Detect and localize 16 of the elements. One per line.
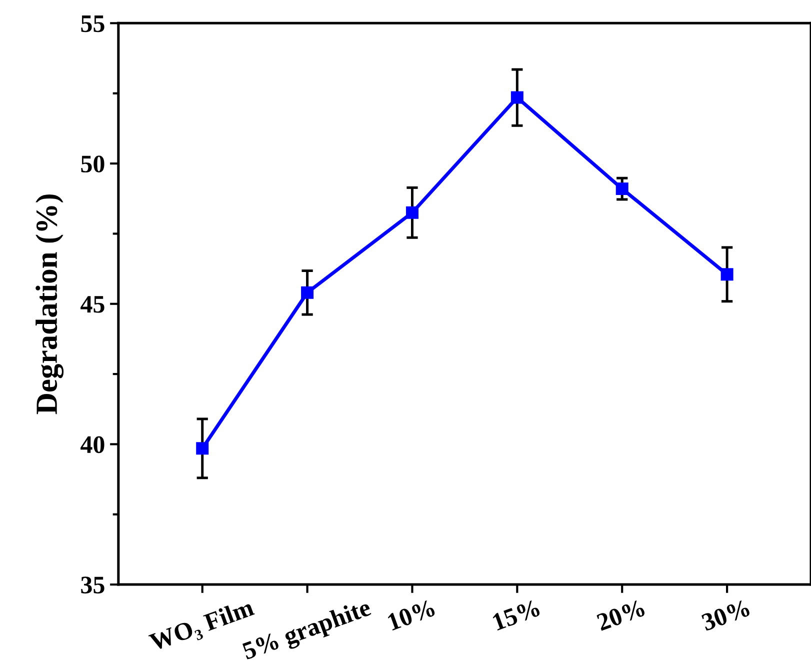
point xyxy=(406,206,418,219)
y-tick-label: 35 xyxy=(81,576,104,594)
point xyxy=(510,91,524,104)
x-tick-label: 10% xyxy=(386,599,436,631)
y-tick-label: 45 xyxy=(80,296,104,313)
x-tick-label: 20% xyxy=(596,599,646,632)
point xyxy=(720,268,734,281)
x-tick-label: 15% xyxy=(492,599,541,631)
point xyxy=(301,286,314,299)
point xyxy=(616,182,628,196)
y-axis-title: Degradation (%) xyxy=(36,194,64,414)
y-tick-label: 55 xyxy=(81,15,104,32)
point xyxy=(196,442,209,455)
y-tick-label: 50 xyxy=(81,156,104,172)
x-tick-label: 30% xyxy=(700,599,751,632)
y-tick-label: 40 xyxy=(80,436,104,454)
